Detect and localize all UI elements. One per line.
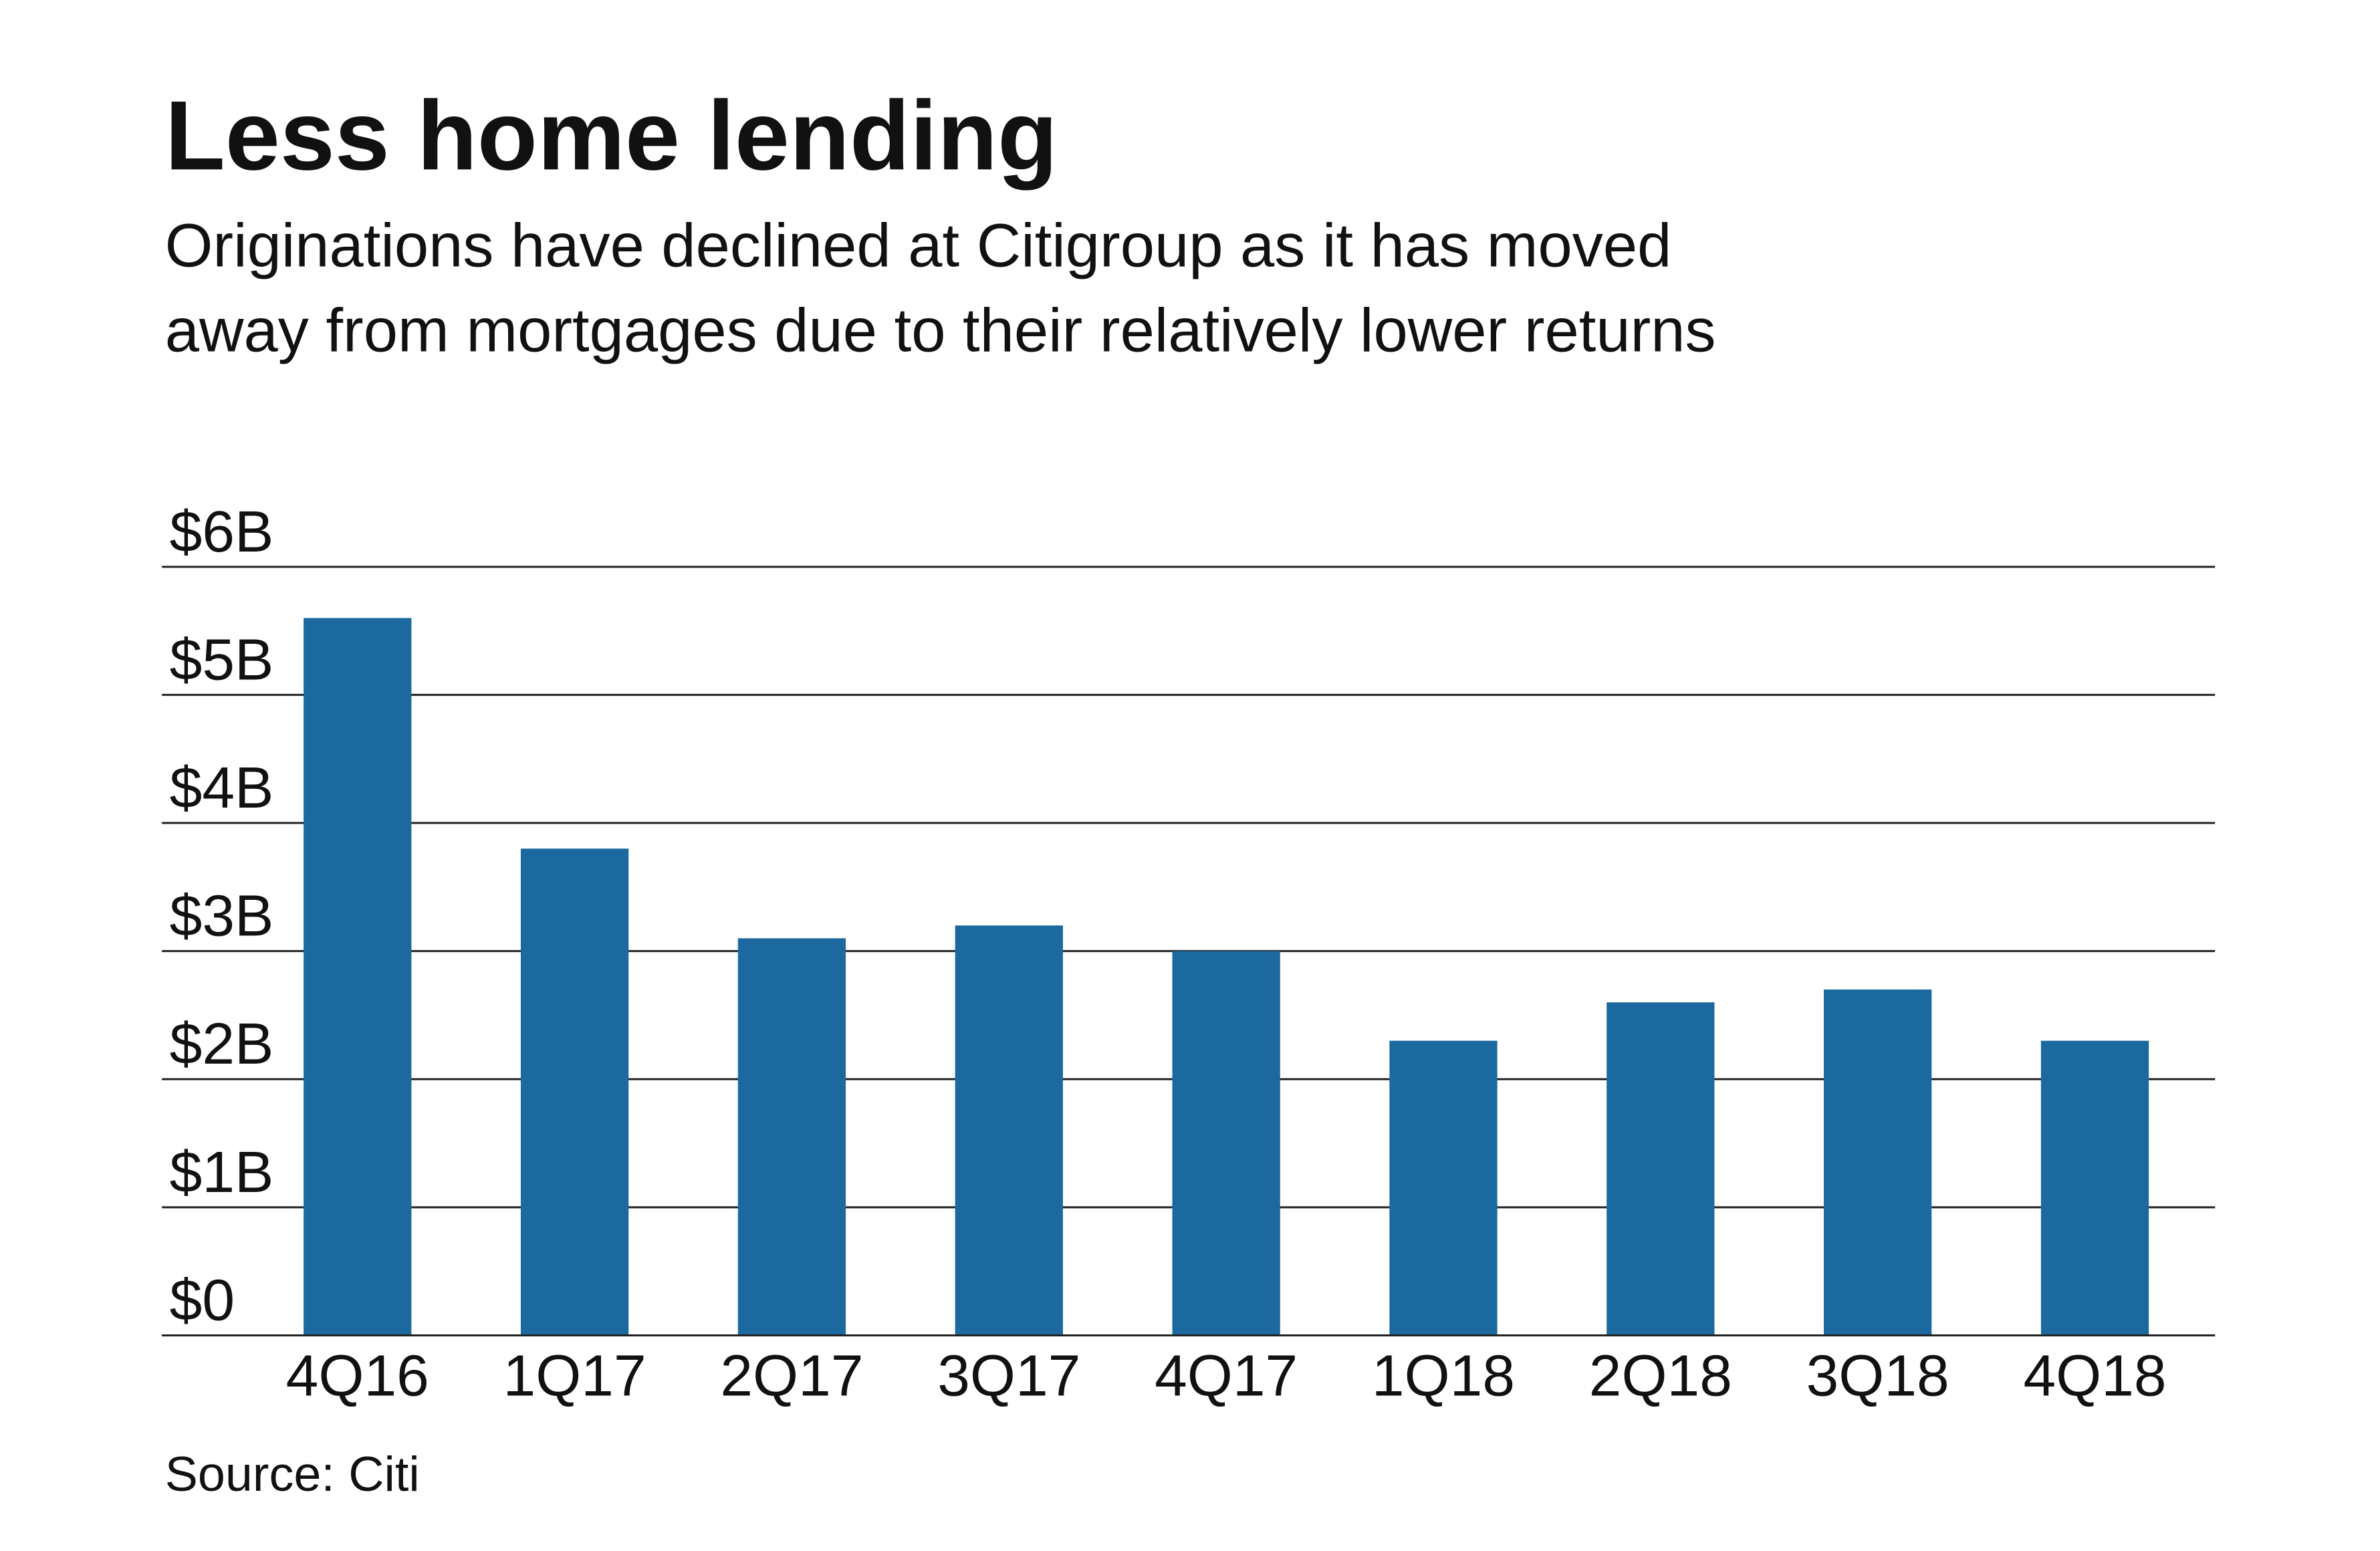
x-tick-label: 2Q18 [1589,1342,1732,1408]
x-tick-label: 4Q17 [1155,1342,1298,1408]
chart-subtitle-line-1: Originations have declined at Citigroup … [165,211,1672,280]
x-tick-label: 1Q17 [503,1342,646,1408]
bar-4Q17 [1172,951,1280,1336]
bar-4Q18 [2040,1040,2149,1336]
y-tick-label: $1B [170,1139,274,1205]
bars [162,618,2216,1336]
bar-2Q18 [1606,1002,1715,1336]
bar-1Q18 [1389,1040,1498,1336]
chart-subtitle-line-2: away from mortgages due to their relativ… [165,295,1716,364]
x-tick-label: 1Q18 [1372,1342,1515,1408]
x-axis-labels: 4Q16 1Q17 2Q17 3Q17 4Q17 1Q18 2Q18 3Q18 4Q18 [286,1342,2167,1408]
y-tick-label: $3B [170,883,274,949]
y-tick-label: $2B [170,1011,274,1076]
source-note: Source: Citi [165,1446,420,1502]
y-tick-label: $0 [170,1267,235,1332]
bar-1Q17 [520,848,629,1336]
x-tick-label: 3Q17 [937,1342,1080,1408]
x-tick-label: 2Q17 [720,1342,863,1408]
bar-3Q18 [1824,989,1932,1336]
bar-3Q17 [955,925,1063,1336]
chart-title: Less home lending [165,81,1058,191]
x-tick-label: 4Q18 [2023,1342,2166,1408]
y-tick-label: $5B [170,626,274,692]
bar-4Q16 [304,618,412,1336]
bar-2Q17 [737,938,846,1336]
y-tick-label: $6B [170,499,274,564]
y-tick-label: $4B [170,755,274,820]
x-tick-label: 4Q16 [286,1342,429,1408]
x-tick-label: 3Q18 [1806,1342,1949,1408]
